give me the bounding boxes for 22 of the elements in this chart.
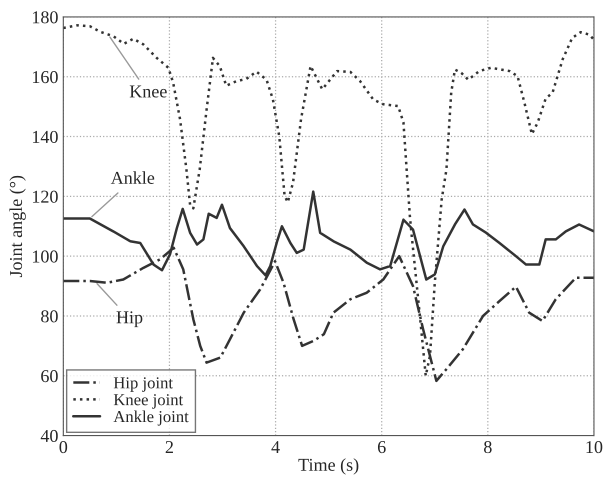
y-tick-label: 60 (41, 370, 58, 382)
x-tick-label: 0 (59, 440, 68, 454)
y-axis-title: Joint angle (°) (9, 176, 26, 278)
x-tick-label: 8 (484, 440, 492, 454)
x-tick-label: 2 (166, 441, 173, 453)
y-tick-label: 180 (32, 11, 58, 24)
annotation: Hip (116, 311, 142, 328)
y-tick-label: 100 (32, 250, 58, 263)
y-tick-label: 160 (32, 71, 58, 84)
y-tick-label: 80 (41, 310, 58, 322)
x-axis-title: Time (s) (298, 458, 358, 475)
x-tick-label: 4 (271, 441, 280, 453)
annotation: Ankle (110, 171, 154, 184)
legend-label: Hip joint (114, 377, 173, 392)
annotation: Knee (130, 86, 167, 98)
x-tick-label: 6 (378, 441, 386, 454)
y-tick-label: 40 (40, 430, 58, 442)
legend-label: Ankle joint (113, 410, 189, 426)
y-tick-label: 140 (32, 130, 58, 143)
y-tick-label: 120 (32, 190, 58, 203)
legend-label: Knee joint (114, 394, 184, 409)
x-tick-label: 10 (586, 440, 602, 454)
